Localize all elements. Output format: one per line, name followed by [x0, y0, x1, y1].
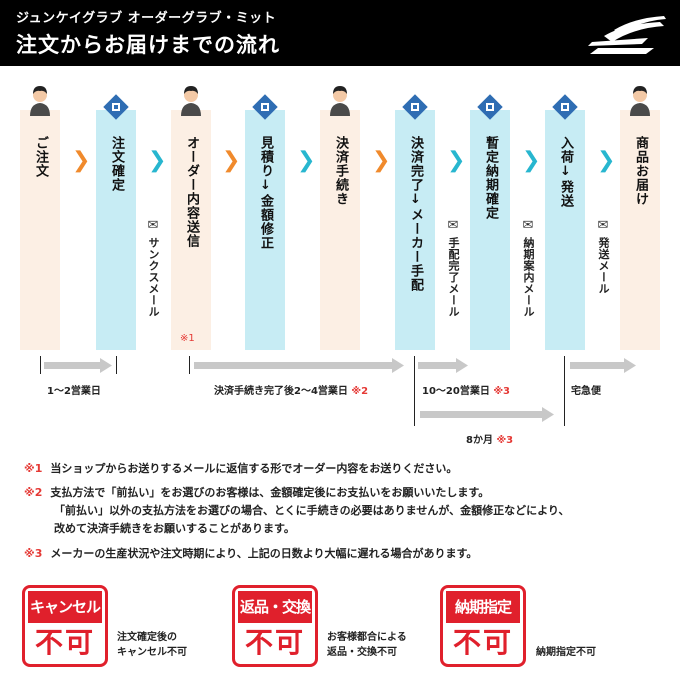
note-marker-1: ※1	[180, 333, 195, 344]
stamp-top: 納期指定	[446, 591, 520, 623]
stamp-top: キャンセル	[28, 591, 102, 623]
step-label: 決済完了↓メーカー手配	[408, 136, 423, 292]
customer-icon	[181, 86, 201, 116]
stamp-no-cancel: キャンセル 不可	[22, 585, 108, 667]
mail-icon: ✉	[447, 218, 459, 233]
shop-icon	[252, 94, 278, 120]
chevron-right-icon: ❯	[597, 148, 616, 173]
step-column-tentative-date: 暫定納期確定	[470, 110, 510, 350]
stamp-top: 返品・交換	[238, 591, 312, 623]
mail-label: サンクスメール	[147, 237, 160, 318]
shop-icon	[402, 94, 428, 120]
chevron-right-icon: ❯	[297, 148, 316, 173]
note-3: ※3 メーカーの生産状況や注文時期により、上記の日数より大幅に遅れる場合があります…	[24, 547, 478, 560]
step-label: 入荷↓発送	[558, 136, 573, 208]
step-label: 暫定納期確定	[483, 136, 498, 220]
chevron-right-icon: ❯	[148, 148, 167, 173]
step-column-maker-order: 決済完了↓メーカー手配	[395, 110, 435, 350]
chevron-right-icon: ❯	[522, 148, 541, 173]
stamp-bottom: 不可	[244, 626, 305, 659]
note-2: ※2 支払方法で「前払い」をお選びのお客様は、金額確定後にお支払いをお願いいたしま…	[24, 486, 570, 535]
step-column-payment: 決済手続き	[320, 110, 360, 350]
header-bar: ジュンケイグラブ オーダーグラブ・ミット 注文からお届けまでの流れ	[0, 0, 680, 66]
step-label: 商品お届け	[633, 136, 648, 206]
brand-logo-icon	[588, 16, 666, 54]
step-column-order: ご注文	[20, 110, 60, 350]
timeline-label: 宅急便	[571, 386, 601, 397]
mail-label: 発送メール	[597, 237, 610, 295]
step-column-estimate: 見積り↓金額修正	[245, 110, 285, 350]
customer-icon	[330, 86, 350, 116]
mail-label: 手配完了メール	[447, 237, 460, 318]
step-label: ご注文	[33, 136, 48, 178]
mail-delivery-info: ✉ 納期案内メール	[508, 219, 548, 322]
mail-label: 納期案内メール	[522, 237, 535, 318]
customer-icon	[30, 86, 50, 116]
mail-thanks: ✉ サンクスメール	[133, 219, 173, 322]
chevron-right-icon: ❯	[447, 148, 466, 173]
mail-icon: ✉	[522, 218, 534, 233]
page-title: 注文からお届けまでの流れ	[16, 33, 280, 57]
stamp-caption: 注文確定後の キャンセル不可	[117, 632, 187, 658]
chevron-right-icon: ❯	[72, 148, 91, 173]
timeline-divider	[116, 356, 117, 374]
step-label: 決済手続き	[333, 136, 348, 206]
shop-icon	[552, 94, 578, 120]
step-column-confirm: 注文確定	[96, 110, 136, 350]
stamp-no-return: 返品・交換 不可	[232, 585, 318, 667]
step-label: オーダー内容送信	[184, 136, 199, 248]
timeline-label: 10〜20営業日 ※3	[422, 386, 511, 397]
mail-icon: ✉	[147, 218, 159, 233]
shop-icon	[103, 94, 129, 120]
stamp-caption: 納期指定不可	[536, 647, 596, 658]
mail-icon: ✉	[597, 218, 609, 233]
stamp-no-date: 納期指定 不可	[440, 585, 526, 667]
timeline-label: 8か月 ※3	[466, 435, 514, 446]
timeline-divider	[189, 356, 190, 374]
step-label: 見積り↓金額修正	[258, 136, 273, 250]
timeline-divider	[414, 356, 415, 426]
step-label: 注文確定	[109, 136, 124, 192]
stamp-caption: お客様都合による 返品・交換不可	[327, 632, 407, 658]
timeline-label: 決済手続き完了後2〜4営業日 ※2	[214, 386, 369, 397]
shop-icon	[477, 94, 503, 120]
timeline-label: 1〜2営業日	[47, 386, 101, 397]
chevron-right-icon: ❯	[222, 148, 241, 173]
stamp-bottom: 不可	[34, 626, 95, 659]
brand-name: ジュンケイグラブ オーダーグラブ・ミット	[16, 11, 277, 26]
timeline-arrows	[44, 358, 636, 422]
timeline-divider	[40, 356, 41, 374]
chevron-right-icon: ❯	[372, 148, 391, 173]
step-column-delivery: 商品お届け	[620, 110, 660, 350]
stamp-bottom: 不可	[452, 626, 513, 659]
note-1: ※1 当ショップからお送りするメールに返信する形でオーダー内容をお送りください。	[24, 462, 458, 475]
step-column-send-order: オーダー内容送信	[171, 110, 211, 350]
timeline-divider	[564, 356, 565, 426]
mail-arranged: ✉ 手配完了メール	[433, 219, 473, 322]
mail-shipped: ✉ 発送メール	[583, 219, 623, 299]
step-column-shipping: 入荷↓発送	[545, 110, 585, 350]
customer-icon	[630, 86, 650, 116]
